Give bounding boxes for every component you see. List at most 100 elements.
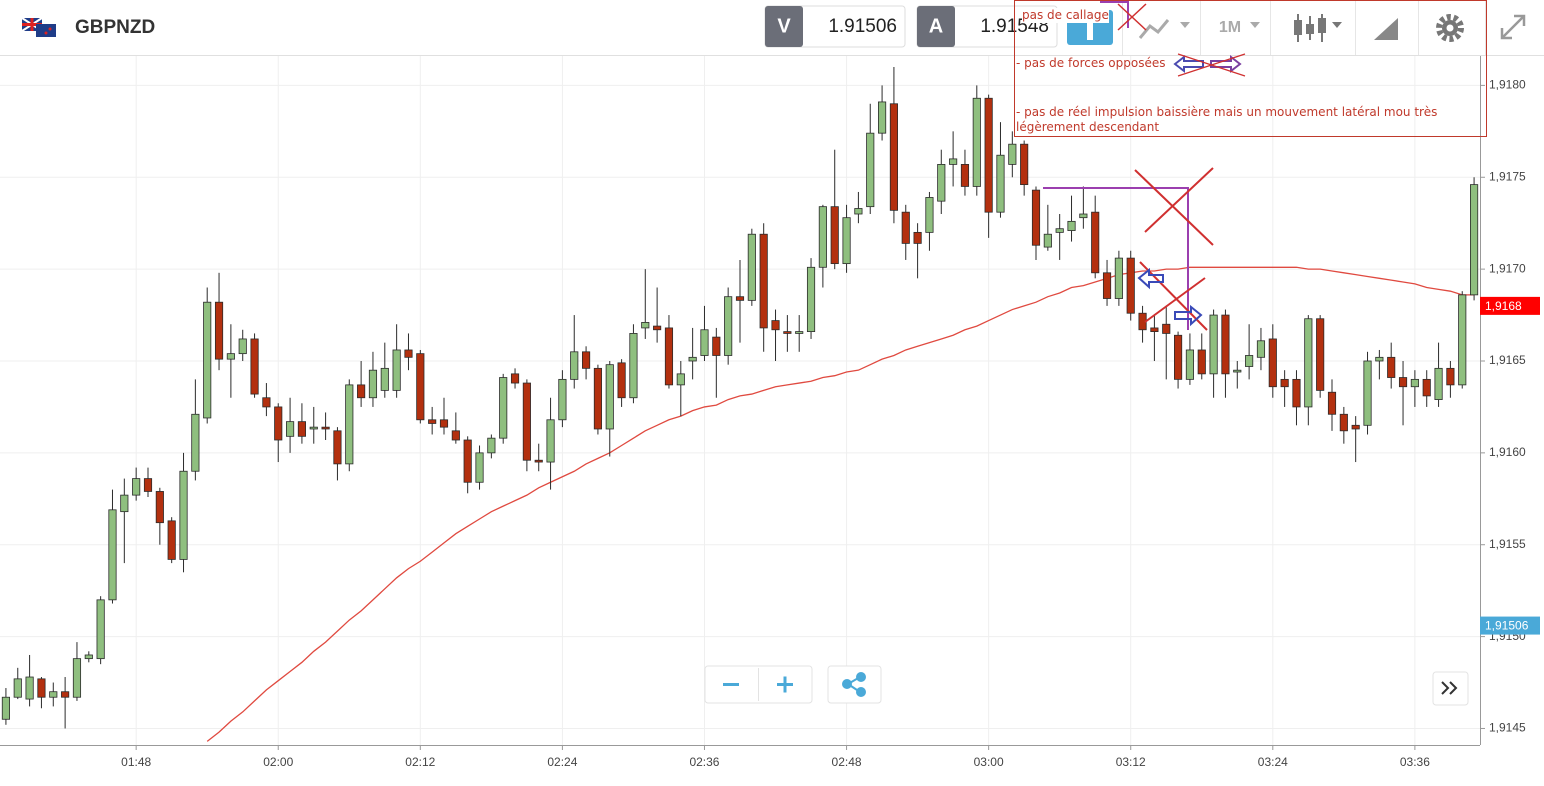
candle-body <box>522 382 531 461</box>
scroll-end-button[interactable] <box>1432 671 1469 706</box>
zoom-in[interactable] <box>777 676 793 693</box>
y-tick-label: 1,9180 <box>1489 78 1526 92</box>
candle-body <box>286 421 295 437</box>
y-tick-label: 1,9145 <box>1489 721 1526 735</box>
price-marker <box>1480 616 1540 635</box>
candle-body <box>1197 349 1206 375</box>
candle-body <box>1434 367 1443 400</box>
candle-body <box>155 491 164 524</box>
candle-body <box>297 421 306 437</box>
candle-body <box>238 338 247 355</box>
price-marker-label: 1,91506 <box>1485 619 1529 633</box>
candle-body <box>1162 323 1171 334</box>
grid <box>0 56 1480 745</box>
candle-body <box>960 164 970 187</box>
candle-body <box>179 470 188 560</box>
candle-body <box>688 356 697 362</box>
candle-body <box>1 696 10 720</box>
candle-body <box>13 678 22 698</box>
candle-body <box>487 437 496 454</box>
candle-body <box>475 452 484 483</box>
annotation-box <box>1014 0 1487 137</box>
candle-body <box>605 364 614 430</box>
candle-body <box>368 369 378 399</box>
candle-body <box>1398 377 1408 388</box>
candle-body <box>25 676 34 700</box>
candle-body <box>167 520 176 560</box>
candle-body <box>1079 213 1088 219</box>
candle-body <box>1233 369 1242 373</box>
candle-body <box>937 164 946 202</box>
candle-body <box>795 331 804 334</box>
candle-body <box>1174 334 1183 380</box>
candle-body <box>724 296 733 356</box>
candle-body <box>534 459 543 463</box>
candle-body <box>712 336 721 356</box>
candle-body <box>321 426 330 430</box>
candle-body <box>925 197 934 233</box>
candle-body <box>878 101 887 134</box>
candle-body <box>250 338 259 395</box>
annotation-overlay <box>1014 0 1487 331</box>
candle-body <box>806 266 816 332</box>
fullscreen-button[interactable] <box>1500 14 1526 40</box>
candle-body <box>463 439 472 483</box>
plot-area <box>1 67 1479 742</box>
candle-body <box>1150 327 1159 332</box>
candle-body <box>72 658 82 698</box>
y-tick-label: 1,9170 <box>1489 261 1526 275</box>
candle-body <box>226 353 235 360</box>
share-button[interactable] <box>827 665 882 704</box>
candle-body <box>439 419 449 428</box>
x-tick-label: 02:00 <box>263 755 293 769</box>
candle-body <box>1031 189 1041 246</box>
candle-body <box>416 353 425 421</box>
x-tick-label: 02:48 <box>832 755 862 769</box>
candle-body <box>203 301 212 419</box>
x-tick-label: 01:48 <box>121 755 151 769</box>
candle-body <box>1316 318 1325 391</box>
candle-body <box>996 154 1005 213</box>
timeframe[interactable]: 1M <box>1219 19 1241 36</box>
candle-body <box>1102 272 1112 299</box>
chart-type-button[interactable] <box>1138 19 1190 39</box>
candle-body <box>451 430 460 441</box>
annotation-text: - pas de forces opposées <box>1016 56 1166 70</box>
candle-body <box>404 349 413 358</box>
x-tick-label: 02:24 <box>547 755 577 769</box>
candle-body <box>262 397 271 408</box>
candle-body <box>191 413 200 472</box>
y-tick-label: 1,9165 <box>1489 353 1526 367</box>
candle-body <box>1055 228 1064 233</box>
candles-button[interactable] <box>1294 14 1342 42</box>
x-tick-label: 03:24 <box>1258 755 1288 769</box>
axes: 1,91451,91501,91551,91601,91651,91701,91… <box>0 56 1540 769</box>
candle-body <box>1185 349 1194 380</box>
candle-body <box>570 351 579 380</box>
draw-button[interactable] <box>1374 18 1398 40</box>
candle-body <box>1043 233 1052 248</box>
price-marker <box>1480 296 1540 315</box>
y-tick-label: 1,9155 <box>1489 537 1526 551</box>
candle-body <box>1256 340 1266 358</box>
candle-body <box>510 373 520 384</box>
candle-body <box>1209 314 1218 375</box>
candle-body <box>333 430 342 465</box>
candle-body <box>143 478 153 492</box>
settings-button[interactable] <box>1436 14 1464 42</box>
candle-body <box>582 351 591 369</box>
candle-body <box>593 367 602 430</box>
candle-body <box>1221 314 1230 375</box>
candle-body <box>499 377 508 439</box>
candle-body <box>1268 338 1277 388</box>
buy-label-bg <box>917 6 955 47</box>
candle-body <box>345 384 354 465</box>
timeframe-caret <box>1250 22 1260 28</box>
x-tick-label: 03:00 <box>974 755 1004 769</box>
candle-body <box>61 691 70 698</box>
sell-label: V <box>777 15 791 37</box>
flag-icon <box>21 17 56 37</box>
candle-body <box>842 217 851 265</box>
